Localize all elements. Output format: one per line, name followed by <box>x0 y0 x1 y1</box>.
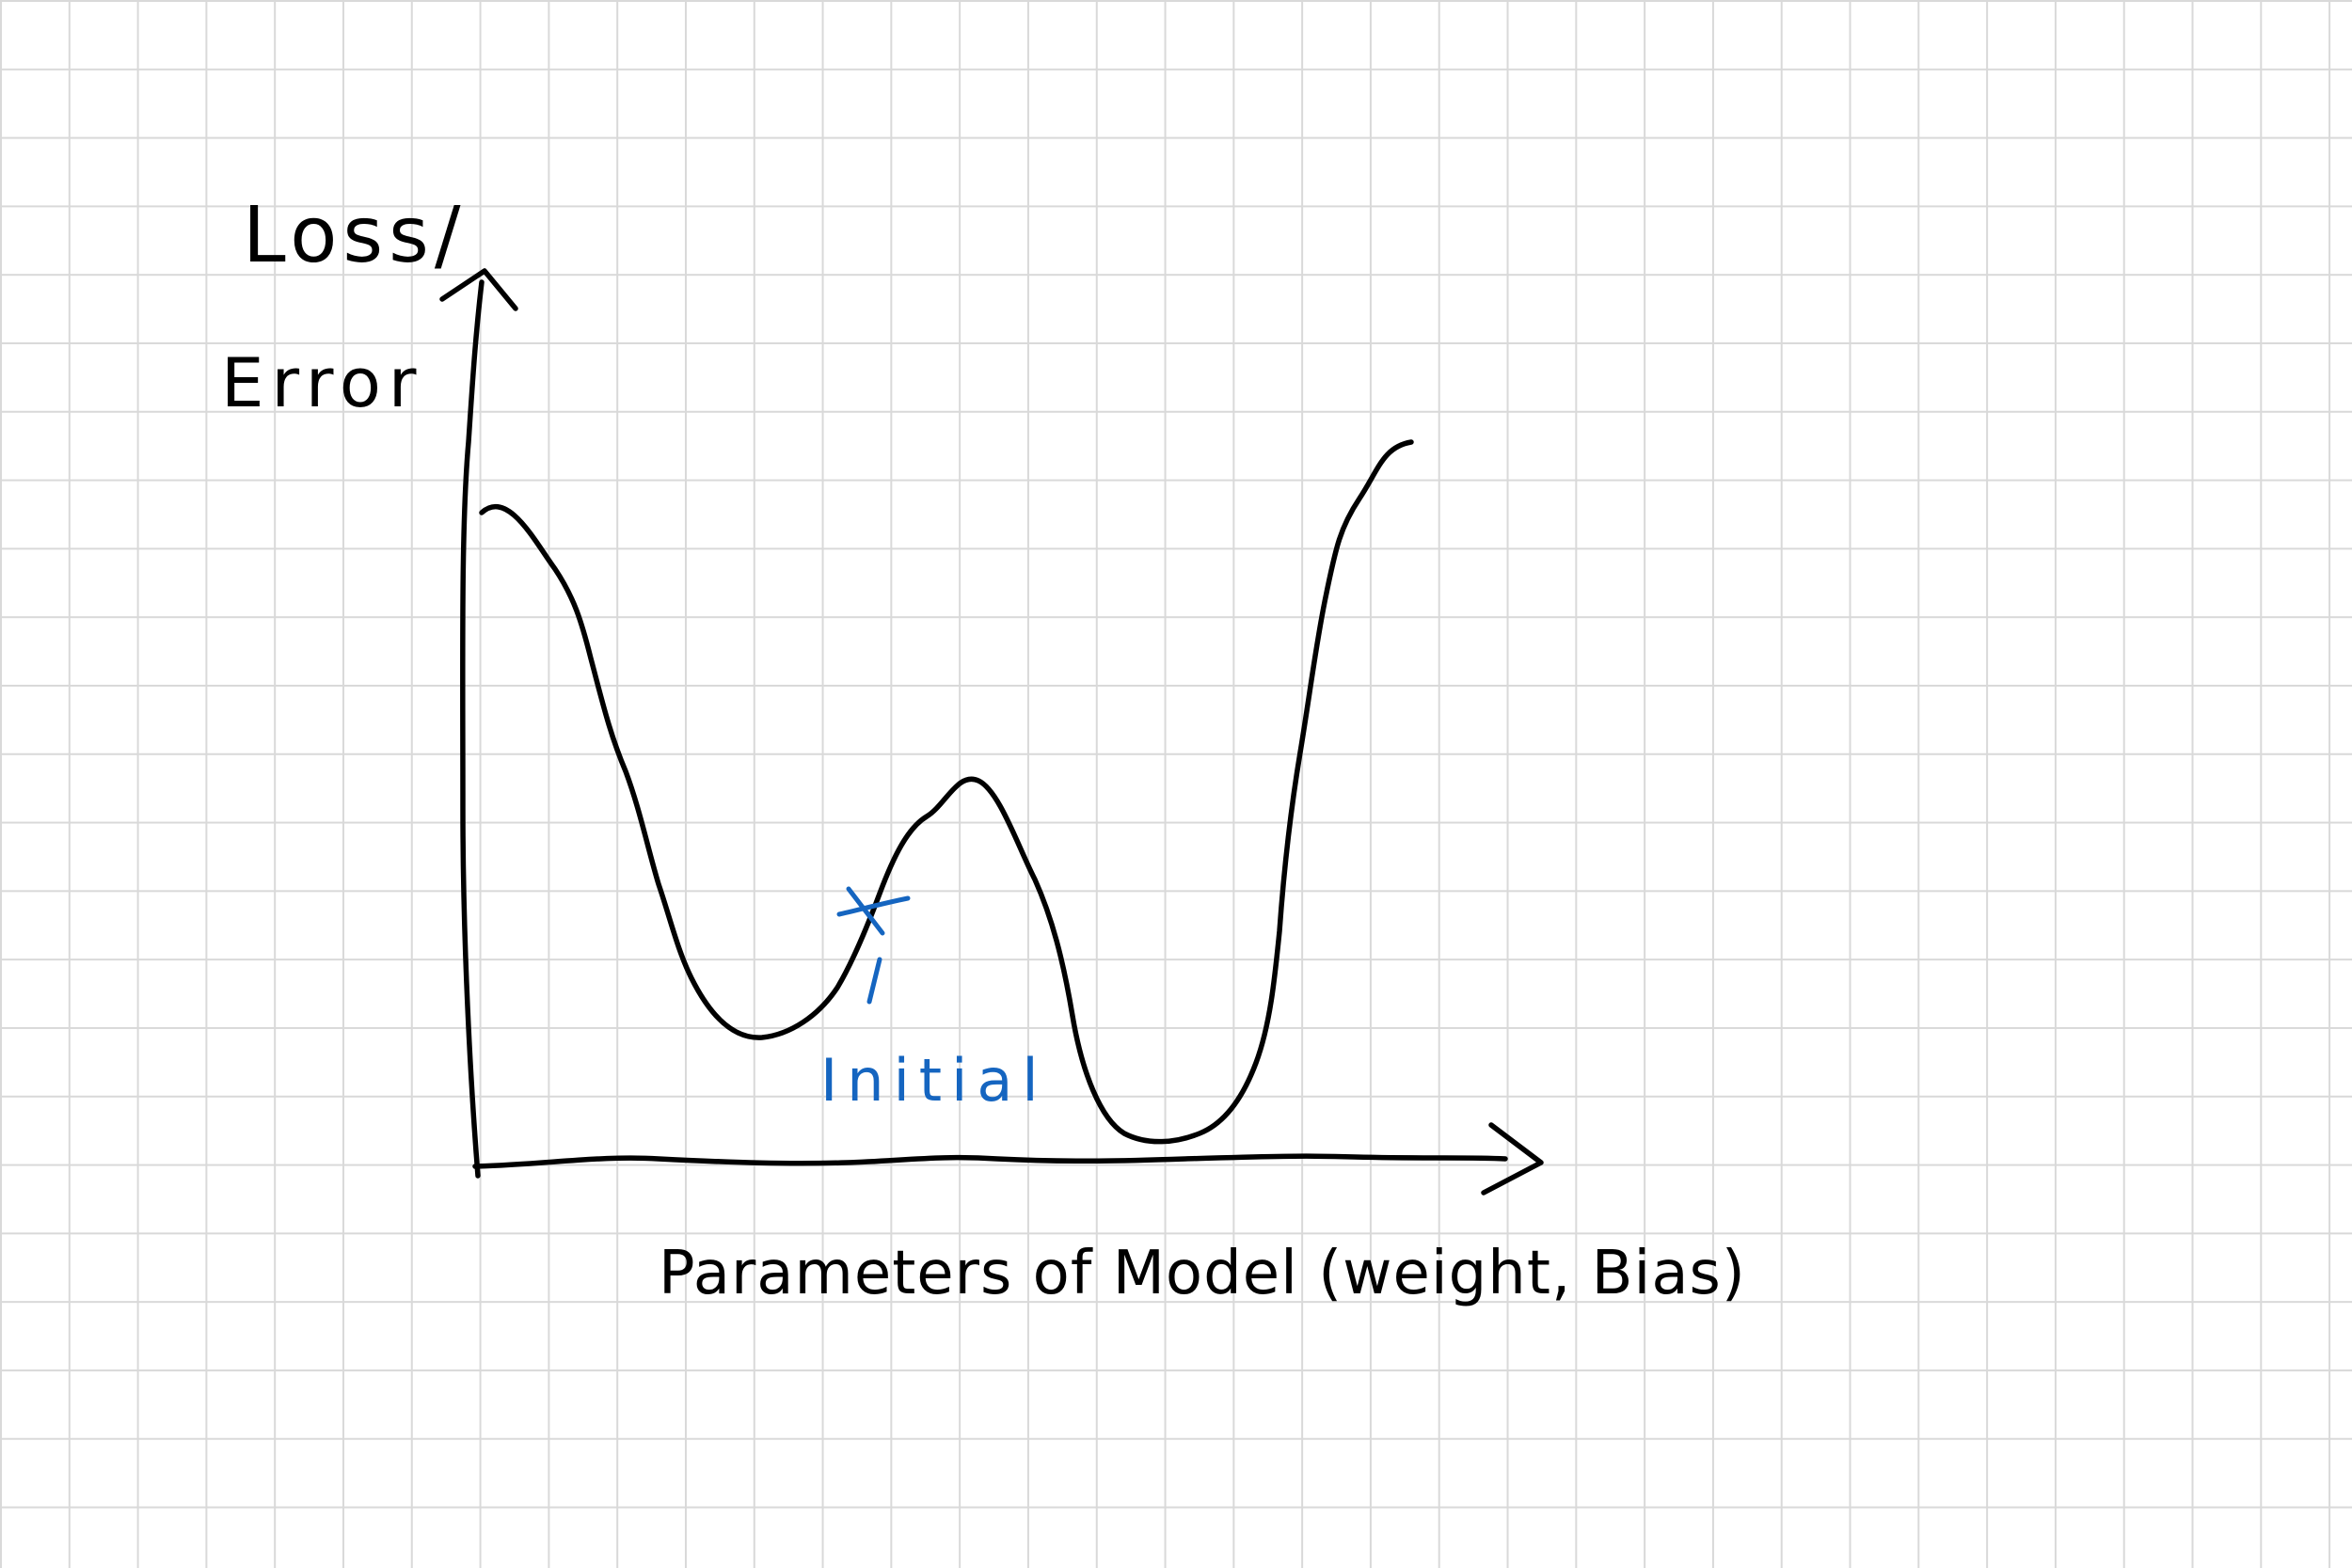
marker-leader-line <box>866 957 882 1005</box>
marker-cross-stroke-1 <box>846 886 885 936</box>
initial-point-marker <box>836 886 911 1005</box>
y-axis-line <box>460 279 485 1179</box>
y-axis-label-line1: Loss/ <box>243 191 466 280</box>
y-axis-arrowhead <box>439 268 518 311</box>
marker-label: Initial <box>820 1046 1048 1115</box>
x-axis-arrowhead <box>1481 1122 1544 1196</box>
loss-curve <box>479 439 1414 1145</box>
marker-cross-stroke-2 <box>836 895 911 917</box>
x-axis-line <box>472 1153 1508 1169</box>
y-axis-label-line2: Error <box>221 343 424 422</box>
x-axis-label: Parameters of Model (weight, Bias) <box>659 1239 1746 1308</box>
x-axis <box>472 1122 1544 1196</box>
y-axis <box>439 268 518 1179</box>
